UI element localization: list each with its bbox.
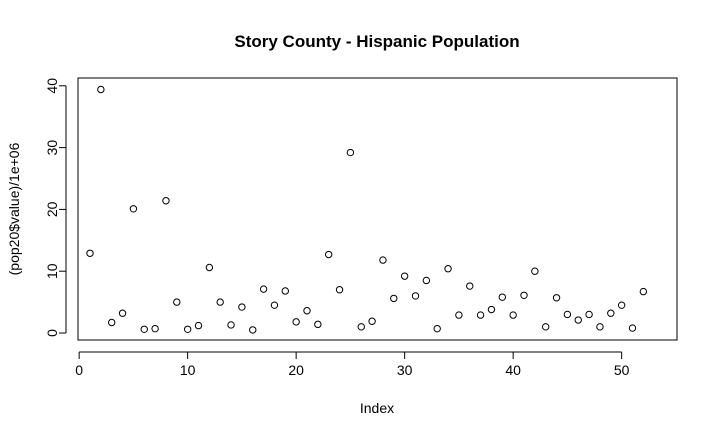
data-point — [520, 291, 528, 300]
data-point — [357, 323, 365, 331]
data-point — [335, 286, 344, 294]
data-point — [585, 310, 593, 319]
data-point — [487, 305, 496, 314]
data-point — [563, 310, 572, 319]
y-tick-label: 20 — [44, 201, 60, 217]
data-point — [97, 85, 105, 94]
data-point — [400, 272, 409, 280]
data-point — [498, 293, 506, 301]
x-axis: 0 10 20 30 40 50 — [75, 351, 630, 378]
data-point — [129, 205, 138, 213]
data-point — [259, 285, 268, 293]
y-axis-label: (pop20$value)/1e+06 — [6, 142, 22, 275]
data-point — [183, 325, 192, 333]
data-point — [596, 323, 604, 331]
data-point — [86, 249, 94, 257]
x-tick-label: 0 — [75, 362, 83, 378]
plot-frame — [77, 77, 678, 341]
x-tick-label: 40 — [505, 362, 521, 378]
data-point — [173, 298, 181, 306]
data-point — [205, 263, 214, 272]
data-point — [118, 309, 127, 317]
data-point — [639, 287, 648, 296]
data-point — [368, 317, 376, 325]
data-point — [238, 303, 246, 311]
data-point — [281, 287, 289, 295]
data-point — [531, 267, 539, 275]
data-point — [444, 265, 452, 273]
y-tick-label: 10 — [44, 263, 60, 279]
data-point — [325, 250, 333, 259]
y-axis: 0 10 20 30 40 — [44, 78, 67, 337]
data-point — [216, 298, 224, 306]
data-point — [108, 318, 116, 327]
y-tick-label: 30 — [44, 140, 60, 156]
data-point — [607, 309, 615, 317]
data-point — [509, 311, 517, 319]
data-point — [292, 318, 300, 326]
data-point — [476, 311, 485, 319]
data-point — [227, 321, 235, 329]
y-tick-label: 0 — [44, 329, 60, 337]
data-point — [194, 321, 203, 330]
x-tick-label: 20 — [288, 362, 304, 378]
y-tick-label: 40 — [44, 78, 60, 94]
data-point — [455, 311, 463, 319]
x-tick-label: 50 — [614, 362, 630, 378]
data-point — [379, 256, 387, 264]
data-point — [270, 301, 279, 309]
data-point — [433, 324, 441, 333]
data-point — [628, 324, 637, 332]
chart-title: Story County - Hispanic Population — [234, 32, 519, 51]
data-point — [140, 325, 148, 333]
data-point — [346, 148, 355, 157]
data-points — [86, 85, 648, 334]
data-point — [390, 294, 398, 303]
x-tick-label: 10 — [180, 362, 196, 378]
data-point — [314, 320, 322, 329]
x-axis-label: Index — [360, 400, 394, 416]
data-point — [574, 316, 582, 324]
data-point — [249, 326, 257, 334]
data-point — [422, 276, 431, 285]
x-tick-label: 30 — [397, 362, 413, 378]
data-point — [466, 282, 474, 290]
data-point — [162, 197, 170, 205]
data-point — [303, 307, 311, 315]
data-point — [151, 324, 159, 333]
data-point — [411, 292, 420, 300]
data-point — [542, 323, 550, 331]
data-point — [617, 301, 626, 309]
data-point — [552, 294, 561, 302]
